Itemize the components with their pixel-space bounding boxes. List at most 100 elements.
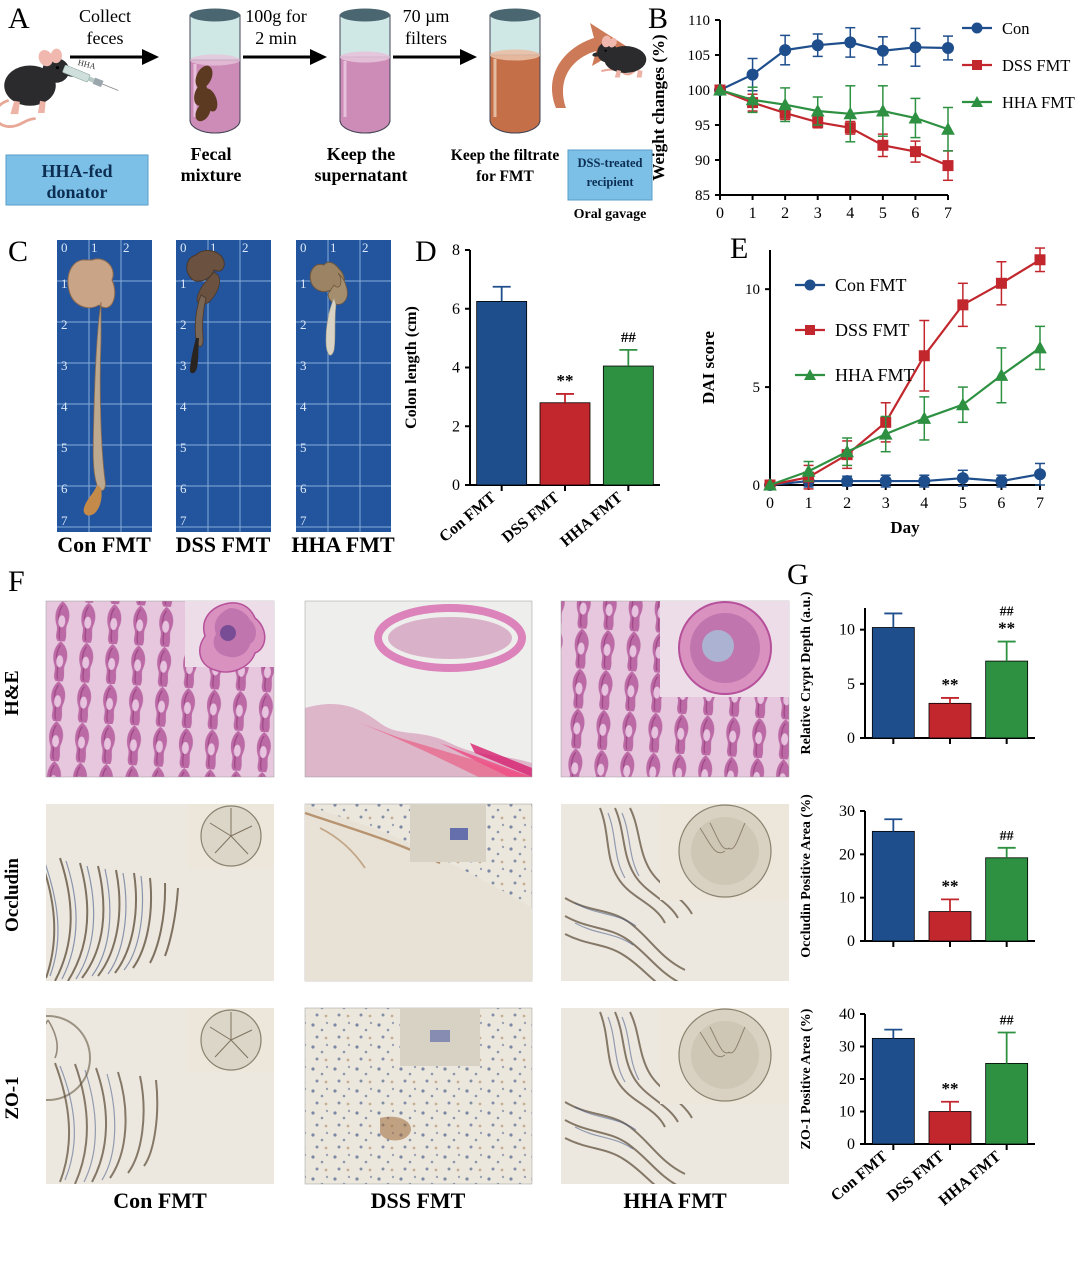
svg-text:DSS FMT: DSS FMT xyxy=(835,320,910,340)
svg-text:HHA FMT: HHA FMT xyxy=(936,1148,1005,1210)
svg-text:ZO-1: ZO-1 xyxy=(2,1076,23,1119)
svg-text:1: 1 xyxy=(805,495,813,512)
svg-text:4: 4 xyxy=(180,399,187,414)
svg-text:DSS FMT: DSS FMT xyxy=(176,532,271,557)
svg-text:10: 10 xyxy=(839,1104,855,1121)
svg-text:1: 1 xyxy=(300,276,307,291)
svg-text:Day: Day xyxy=(890,518,920,537)
svg-text:HHA: HHA xyxy=(77,58,97,71)
svg-text:0: 0 xyxy=(300,240,307,255)
svg-text:4: 4 xyxy=(920,495,928,512)
svg-text:4: 4 xyxy=(300,399,307,414)
svg-text:95: 95 xyxy=(695,118,710,134)
svg-text:40: 40 xyxy=(839,1006,855,1023)
svg-text:1: 1 xyxy=(180,276,187,291)
svg-text:1: 1 xyxy=(749,205,757,222)
svg-text:Con FMT: Con FMT xyxy=(436,489,499,546)
svg-text:Con FMT: Con FMT xyxy=(113,1188,207,1213)
svg-text:0: 0 xyxy=(61,240,68,255)
svg-text:DSS FMT: DSS FMT xyxy=(371,1188,466,1213)
svg-text:Occludin Positive Area (%): Occludin Positive Area (%) xyxy=(799,794,814,958)
svg-text:4: 4 xyxy=(61,399,68,414)
svg-text:0: 0 xyxy=(452,477,460,494)
svg-text:5: 5 xyxy=(847,676,855,693)
svg-text:5: 5 xyxy=(300,440,307,455)
svg-text:**: ** xyxy=(557,371,574,390)
svg-text:Keep the filtrate: Keep the filtrate xyxy=(451,147,560,164)
svg-text:3: 3 xyxy=(882,495,890,512)
svg-text:4: 4 xyxy=(846,205,854,222)
svg-text:30: 30 xyxy=(839,803,855,820)
svg-text:##: ## xyxy=(1000,829,1014,844)
svg-text:feces: feces xyxy=(87,28,124,48)
svg-text:DAI score: DAI score xyxy=(699,331,718,404)
svg-text:**: ** xyxy=(942,1079,959,1098)
svg-text:100g for: 100g for xyxy=(245,6,307,26)
svg-text:Fecal: Fecal xyxy=(191,144,232,164)
svg-text:Con FMT: Con FMT xyxy=(828,1148,891,1205)
svg-text:**: ** xyxy=(998,619,1015,638)
svg-text:0: 0 xyxy=(847,730,855,747)
svg-text:10: 10 xyxy=(839,622,855,639)
svg-text:5: 5 xyxy=(959,495,967,512)
svg-text:5: 5 xyxy=(879,205,887,222)
svg-text:100: 100 xyxy=(688,83,711,99)
svg-text:Con: Con xyxy=(1002,19,1030,38)
svg-text:DSS FMT: DSS FMT xyxy=(1002,56,1070,75)
svg-text:90: 90 xyxy=(695,153,710,169)
svg-text:5: 5 xyxy=(753,380,761,396)
svg-text:2: 2 xyxy=(843,495,851,512)
svg-text:3: 3 xyxy=(300,358,307,373)
svg-text:2 min: 2 min xyxy=(255,28,297,48)
svg-text:7: 7 xyxy=(61,513,68,528)
svg-text:2: 2 xyxy=(180,317,187,332)
svg-text:20: 20 xyxy=(839,1071,855,1088)
svg-text:0: 0 xyxy=(847,933,855,950)
svg-text:105: 105 xyxy=(688,48,711,64)
svg-text:0: 0 xyxy=(716,205,724,222)
svg-text:HHA FMT: HHA FMT xyxy=(835,365,915,385)
svg-text:7: 7 xyxy=(180,513,187,528)
svg-text:3: 3 xyxy=(814,205,822,222)
svg-text:4: 4 xyxy=(452,360,460,377)
svg-text:0: 0 xyxy=(847,1136,855,1153)
svg-text:0: 0 xyxy=(753,478,761,494)
svg-text:8: 8 xyxy=(452,242,460,259)
svg-text:DSS-treated: DSS-treated xyxy=(577,156,642,170)
svg-text:5: 5 xyxy=(180,440,187,455)
svg-text:HHA FMT: HHA FMT xyxy=(291,532,395,557)
svg-text:6: 6 xyxy=(300,481,307,496)
svg-text:0: 0 xyxy=(180,240,187,255)
svg-text:6: 6 xyxy=(452,301,460,318)
svg-text:H&E: H&E xyxy=(1,670,23,716)
svg-text:Oral gavage: Oral gavage xyxy=(574,207,647,222)
svg-text:donator: donator xyxy=(46,182,107,202)
svg-text:Relative Crypt Depth (a.u.): Relative Crypt Depth (a.u.) xyxy=(799,591,814,754)
svg-text:##: ## xyxy=(621,330,637,346)
svg-text:7: 7 xyxy=(944,205,952,222)
svg-text:**: ** xyxy=(942,675,959,694)
svg-text:85: 85 xyxy=(695,188,710,204)
svg-text:3: 3 xyxy=(180,358,187,373)
svg-text:6: 6 xyxy=(180,481,187,496)
svg-text:Collect: Collect xyxy=(79,6,131,26)
svg-text:6: 6 xyxy=(997,495,1005,512)
svg-text:2: 2 xyxy=(61,317,68,332)
svg-text:DSS FMT: DSS FMT xyxy=(499,489,563,547)
svg-text:1: 1 xyxy=(330,240,337,255)
svg-text:7: 7 xyxy=(300,513,307,528)
svg-text:70 µm: 70 µm xyxy=(403,6,450,26)
svg-text:2: 2 xyxy=(123,240,130,255)
svg-text:1: 1 xyxy=(61,276,68,291)
svg-text:2: 2 xyxy=(452,418,460,435)
svg-text:HHA FMT: HHA FMT xyxy=(623,1188,727,1213)
svg-text:filters: filters xyxy=(405,28,447,48)
svg-text:7: 7 xyxy=(1036,495,1044,512)
svg-text:Con FMT: Con FMT xyxy=(57,532,151,557)
svg-text:0: 0 xyxy=(766,495,774,512)
svg-text:ZO-1 Positive Area (%): ZO-1 Positive Area (%) xyxy=(799,1008,814,1149)
svg-text:##: ## xyxy=(1000,1014,1014,1029)
svg-text:1: 1 xyxy=(91,240,98,255)
svg-text:2: 2 xyxy=(300,317,307,332)
svg-text:110: 110 xyxy=(688,13,710,29)
